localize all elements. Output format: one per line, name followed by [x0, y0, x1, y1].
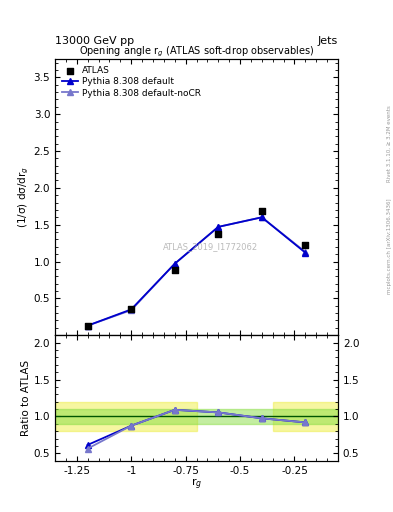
Line: Pythia 8.308 default: Pythia 8.308 default — [84, 214, 309, 329]
Pythia 8.308 default-noCR — [85, 323, 90, 329]
Y-axis label: Ratio to ATLAS: Ratio to ATLAS — [21, 360, 31, 436]
Bar — [55, 409, 338, 424]
ATLAS — [215, 229, 221, 238]
Text: Rivet 3.1.10, ≥ 3.2M events: Rivet 3.1.10, ≥ 3.2M events — [387, 105, 391, 182]
Pythia 8.308 default — [259, 214, 264, 220]
Pythia 8.308 default-noCR — [259, 214, 264, 220]
Text: 13000 GeV pp: 13000 GeV pp — [55, 36, 134, 46]
ATLAS — [259, 207, 265, 216]
ATLAS — [172, 266, 178, 274]
Pythia 8.308 default — [129, 306, 134, 312]
Text: Jets: Jets — [318, 36, 338, 46]
Y-axis label: (1/σ) dσ/dr$_g$: (1/σ) dσ/dr$_g$ — [17, 166, 31, 228]
Pythia 8.308 default-noCR — [173, 261, 177, 267]
Pythia 8.308 default — [85, 323, 90, 329]
Title: Opening angle r$_g$ (ATLAS soft-drop observables): Opening angle r$_g$ (ATLAS soft-drop obs… — [79, 45, 314, 59]
ATLAS — [302, 241, 309, 249]
Pythia 8.308 default-noCR — [303, 249, 308, 255]
Bar — [273, 402, 338, 431]
Pythia 8.308 default — [216, 224, 220, 230]
Line: Pythia 8.308 default-noCR: Pythia 8.308 default-noCR — [84, 214, 309, 329]
Bar — [55, 402, 196, 431]
Legend: ATLAS, Pythia 8.308 default, Pythia 8.308 default-noCR: ATLAS, Pythia 8.308 default, Pythia 8.30… — [59, 63, 204, 100]
ATLAS — [84, 322, 91, 330]
Pythia 8.308 default-noCR — [129, 307, 134, 313]
Pythia 8.308 default — [173, 261, 177, 267]
X-axis label: r$_g$: r$_g$ — [191, 477, 202, 493]
Text: ATLAS_2019_I1772062: ATLAS_2019_I1772062 — [163, 242, 258, 251]
ATLAS — [128, 305, 134, 313]
Pythia 8.308 default-noCR — [216, 224, 220, 230]
Text: mcplots.cern.ch [arXiv:1306.3436]: mcplots.cern.ch [arXiv:1306.3436] — [387, 198, 391, 293]
Pythia 8.308 default — [303, 250, 308, 256]
